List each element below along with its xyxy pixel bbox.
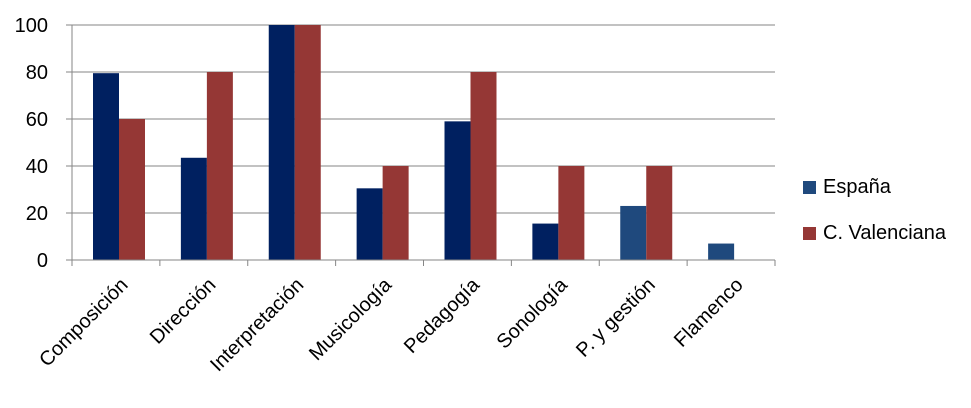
y-tick-label-40: 40 <box>26 156 48 178</box>
bar-c-valenciana-1 <box>206 72 233 260</box>
y-tick-label-20: 20 <box>26 203 48 225</box>
x-tick-labels: Composición DirecciónInterpretaciónMusico… <box>35 273 747 376</box>
bar-espana-0 <box>93 73 119 260</box>
x-tick-label-4: Pedagogía <box>400 273 485 358</box>
legend-swatch-c-valenciana <box>803 226 816 240</box>
bar-c-valenciana-6 <box>646 166 673 260</box>
bar-espana-4 <box>444 121 471 260</box>
y-tick-label-80: 80 <box>26 62 48 84</box>
bars <box>93 25 735 260</box>
x-tick-label-5: Sonología <box>493 273 573 353</box>
x-tick-label-7: Flamenco <box>670 274 748 352</box>
bar-c-valenciana-2 <box>294 25 321 260</box>
legend-label-espana: España <box>823 175 891 198</box>
bar-c-valenciana-4 <box>470 72 497 260</box>
bar-espana-2 <box>268 25 295 260</box>
bar-espana-7 <box>708 243 735 260</box>
x-tick-label-2: Interpretación <box>206 274 308 376</box>
y-tick-label-60: 60 <box>26 109 48 131</box>
bar-espana-1 <box>180 157 207 260</box>
y-tick-labels: 0 20 40 60 80 100 <box>15 15 48 272</box>
bar-espana-5 <box>532 223 559 260</box>
legend: España C. Valenciana <box>803 175 946 267</box>
y-tick-label-0: 0 <box>37 250 48 272</box>
bar-c-valenciana-5 <box>558 166 585 260</box>
legend-label-c-valenciana: C. Valenciana <box>823 221 947 244</box>
legend-swatch-espana <box>803 180 816 194</box>
legend-item-c-valenciana: C. Valenciana <box>803 221 946 245</box>
bar-c-valenciana-3 <box>382 166 409 260</box>
y-tick-label-100: 100 <box>15 15 48 37</box>
x-tick-label-6: P. y gestión <box>572 274 660 362</box>
x-tick-label-3: Musicología <box>305 273 397 365</box>
bar-espana-6 <box>620 205 647 260</box>
x-tick-label-0: Composición <box>35 274 132 371</box>
axes <box>66 24 776 266</box>
bar-espana-3 <box>356 188 383 260</box>
legend-item-espana: España <box>803 175 946 199</box>
bar-c-valenciana-0 <box>119 119 145 260</box>
x-tick-label-1: Dirección <box>146 274 221 349</box>
